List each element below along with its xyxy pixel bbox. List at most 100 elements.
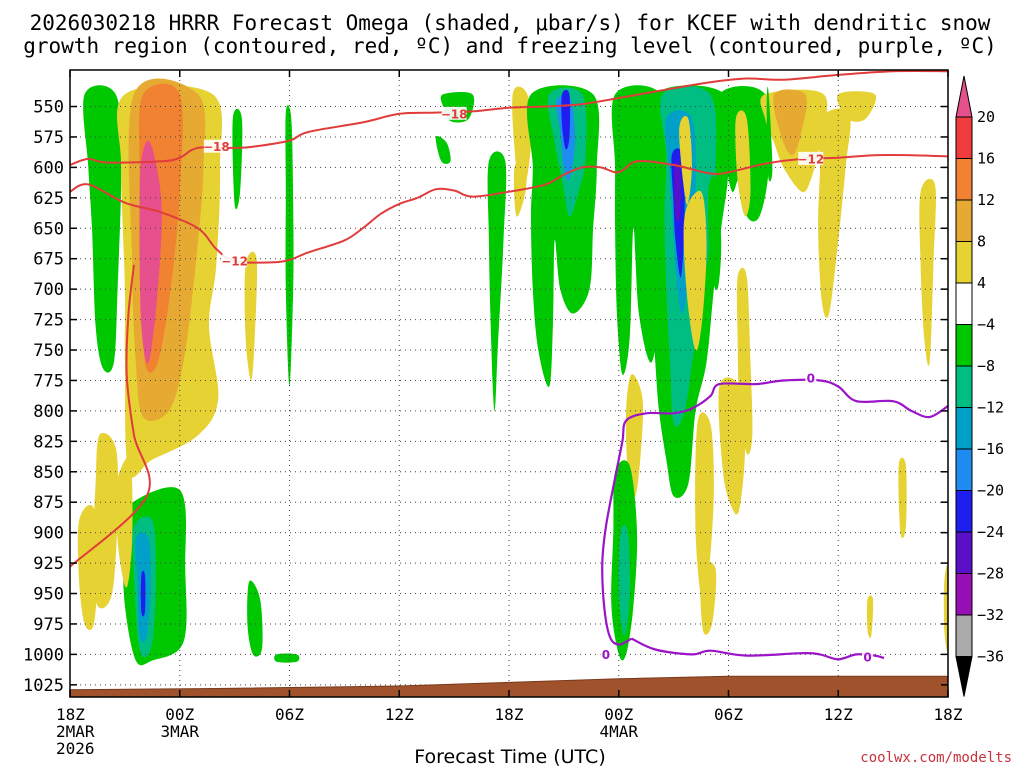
contour-label-bg-4 xyxy=(805,371,817,385)
omega-region-48 xyxy=(866,595,874,639)
omega-region-17 xyxy=(487,151,507,412)
y-axis: 550 575 600 625 650 675 700 725 750 775 800 825 850 8… xyxy=(23,98,948,696)
chart-title-line-2: growth region (contoured, red, ºC) and f… xyxy=(23,34,997,58)
contour-label-3: −12 xyxy=(797,152,824,166)
contour-label-1: −18 xyxy=(441,107,468,121)
colorbar-swatch-0 xyxy=(955,116,973,159)
omega-region-32 xyxy=(674,161,681,223)
y-tick-label-900: 900 xyxy=(33,524,64,544)
omega-region-4 xyxy=(139,140,162,364)
omega-region-19 xyxy=(513,159,527,217)
credit-link[interactable]: coolwx.com/modelts xyxy=(860,750,1012,766)
omega-region-35 xyxy=(695,412,714,607)
colorbar: 20 16 12 8 4 −4 −8 −12 −16 −20 −24 −28 −32 −36 xyxy=(955,75,1004,697)
x-tick-label-24-0: 18Z xyxy=(495,705,524,724)
y-tick-label-975: 975 xyxy=(33,615,64,635)
colorbar-swatch-6 xyxy=(955,365,973,408)
colorbar-swatch-10 xyxy=(955,531,973,574)
colorbar-label-5: −4 xyxy=(977,316,995,334)
omega-region-44 xyxy=(817,108,851,319)
colorbar-label-1: 16 xyxy=(977,150,995,168)
x-tick-label-6-1: 3MAR xyxy=(160,722,199,741)
x-tick-label-30-1: 4MAR xyxy=(599,722,638,741)
omega-region-34 xyxy=(683,190,707,351)
contour-label-bg-2 xyxy=(222,254,248,268)
y-tick-label-950: 950 xyxy=(33,585,64,605)
omega-region-49 xyxy=(943,564,948,652)
y-tick-label-775: 775 xyxy=(33,371,64,391)
colorbar-swatch-11 xyxy=(955,573,973,616)
minus18-isotherm-line xyxy=(70,70,948,166)
colorbar-label-10: −24 xyxy=(977,523,1004,541)
contour-label-bg-0 xyxy=(203,139,229,153)
omega-region-45 xyxy=(837,91,877,122)
colorbar-label-11: −28 xyxy=(977,565,1004,583)
x-tick-label-18-0: 12Z xyxy=(385,705,414,724)
y-tick-label-850: 850 xyxy=(33,463,64,483)
chart-title-line-1: 2026030218 HRRR Forecast Omega (shaded, … xyxy=(30,11,991,35)
y-tick-label-675: 675 xyxy=(33,250,64,270)
y-tick-label-1025: 1025 xyxy=(23,676,64,696)
omega-region-41 xyxy=(736,267,753,455)
x-axis-label: Forecast Time (UTC) xyxy=(414,746,605,768)
colorbar-label-2: 12 xyxy=(977,191,995,209)
x-tick-label-30-0: 00Z xyxy=(604,705,633,724)
y-tick-label-575: 575 xyxy=(33,128,64,148)
omega-region-50 xyxy=(766,86,773,182)
y-tick-label-1000: 1000 xyxy=(23,645,64,665)
x-tick-label-0-0: 18Z xyxy=(56,705,85,724)
omega-region-24 xyxy=(625,374,644,497)
colorbar-label-12: −32 xyxy=(977,606,1004,624)
contour-label-4: 0 xyxy=(807,372,815,386)
omega-region-43 xyxy=(773,89,807,156)
contour-label-bg-1 xyxy=(441,106,467,120)
contour-labels: −18 −18 −12 −12 0 0 0 xyxy=(203,106,874,664)
omega-region-14 xyxy=(232,108,243,210)
y-tick-label-800: 800 xyxy=(33,402,64,422)
omega-region-12 xyxy=(274,653,300,663)
colorbar-swatch-9 xyxy=(955,490,973,533)
colorbar-label-4: 4 xyxy=(977,274,986,292)
omega-region-9 xyxy=(140,570,146,617)
contours xyxy=(70,70,948,661)
omega-region-27 xyxy=(618,525,630,637)
omega-region-10 xyxy=(244,251,258,381)
omega-region-46 xyxy=(898,457,907,539)
omega-region-0 xyxy=(83,85,122,373)
omega-region-47 xyxy=(919,178,936,366)
colorbar-label-8: −16 xyxy=(977,440,1004,458)
colorbar-label-13: −36 xyxy=(977,648,1004,666)
colorbar-swatch-1 xyxy=(955,158,973,201)
colorbar-top-triangle xyxy=(955,75,973,118)
colorbar-label-9: −20 xyxy=(977,482,1004,500)
x-tick-label-36-0: 06Z xyxy=(714,705,743,724)
dendritic-left-edge-line xyxy=(70,264,151,568)
zero-isotherm-line xyxy=(601,378,948,646)
y-tick-label-650: 650 xyxy=(33,219,64,239)
omega-region-38 xyxy=(700,561,717,635)
x-tick-label-6-0: 00Z xyxy=(165,705,194,724)
colorbar-swatch-5 xyxy=(955,324,973,367)
colorbar-swatch-2 xyxy=(955,199,973,242)
contour-label-2: −12 xyxy=(221,255,248,269)
y-tick-label-875: 875 xyxy=(33,493,64,513)
omega-region-37 xyxy=(708,175,722,290)
omega-shading xyxy=(77,78,948,666)
x-tick-label-0-1: 2MAR xyxy=(56,722,95,741)
colorbar-label-7: −12 xyxy=(977,399,1004,417)
x-tick-label-12-0: 06Z xyxy=(275,705,304,724)
y-tick-label-825: 825 xyxy=(33,432,64,452)
colorbar-swatch-12 xyxy=(955,614,973,657)
colorbar-swatch-7 xyxy=(955,407,973,450)
omega-region-33 xyxy=(679,115,692,205)
colorbar-swatch-3 xyxy=(955,241,973,284)
colorbar-label-3: 8 xyxy=(977,233,986,251)
omega-region-16 xyxy=(435,136,451,165)
omega-region-52 xyxy=(77,505,98,631)
contour-label-0: −18 xyxy=(203,140,230,154)
colorbar-swatch-4 xyxy=(955,282,973,325)
y-tick-label-600: 600 xyxy=(33,158,64,178)
omega-region-36 xyxy=(718,377,745,515)
y-tick-label-925: 925 xyxy=(33,554,64,574)
